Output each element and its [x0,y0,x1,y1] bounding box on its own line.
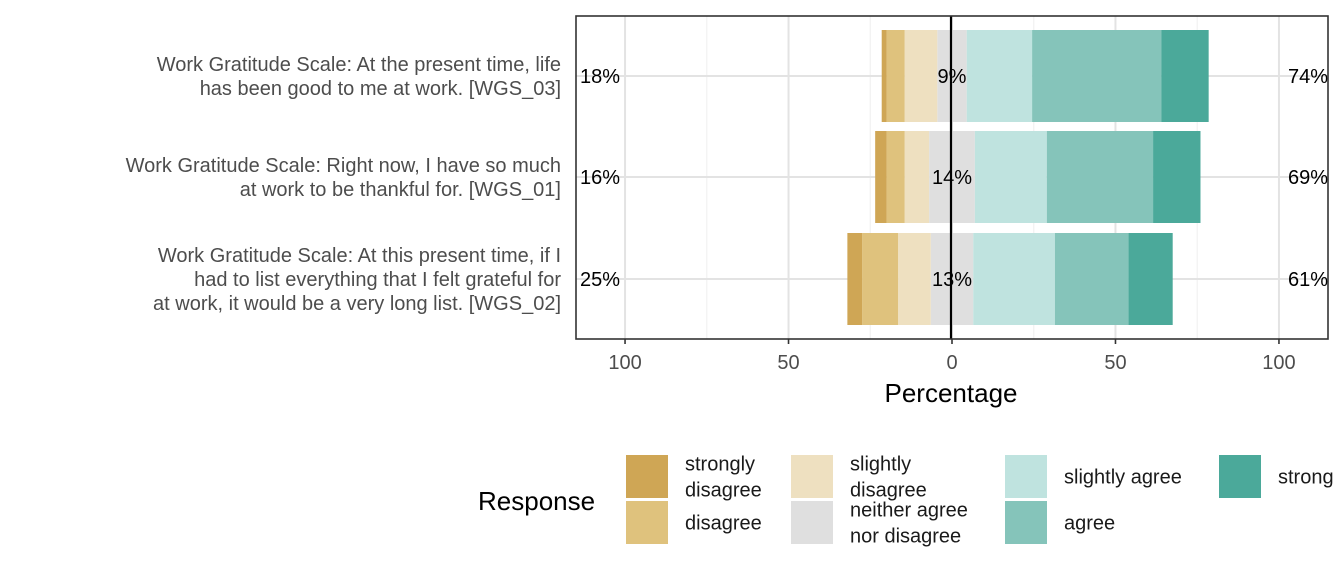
x-axis-title: Percentage [885,378,1018,408]
bar-segment [1153,131,1201,223]
legend-label: disagree [850,480,927,502]
bar-segment [862,233,899,325]
bar-segment [886,30,905,122]
bar-segment [952,30,967,122]
item-label-line: Work Gratitude Scale: At this present ti… [158,245,561,267]
item-label-line: Work Gratitude Scale: Right now, I have … [126,155,561,177]
x-tick-label: 50 [777,352,799,374]
bar-segment [952,131,975,223]
legend-key [791,501,833,544]
item-label-line: Work Gratitude Scale: At the present tim… [157,54,561,76]
left-percent-label: 18% [580,66,620,88]
legend-label: slightly [850,454,911,476]
bar-segment [1032,30,1162,122]
item-label-line: at work to be thankful for. [WGS_01] [240,179,561,201]
right-percent-label: 74% [1288,66,1328,88]
bar-segment [952,233,974,325]
x-tick-label: 100 [1262,352,1295,374]
bar-segment [966,30,1033,122]
neutral-percent-label: 14% [932,167,972,189]
left-percent-label: 25% [580,269,620,291]
x-tick-label: 100 [608,352,641,374]
legend-label: disagree [685,480,762,502]
bar-segment [904,30,938,122]
legend-label: disagree [685,513,762,535]
legend-label: neither agree [850,500,968,522]
bar-segment [881,30,887,122]
legend-key [791,455,833,498]
neutral-percent-label: 13% [932,269,972,291]
legend-label: strong [1278,467,1334,489]
bar-segment [898,233,931,325]
right-percent-label: 61% [1288,269,1328,291]
bar-segment [904,131,930,223]
right-percent-label: 69% [1288,167,1328,189]
legend-title: Response [478,486,595,516]
bar-segment [1161,30,1209,122]
bar-segment [1054,233,1129,325]
left-percent-label: 16% [580,167,620,189]
x-axis-ticks: 100 50 0 50 100 [608,339,1296,374]
legend-label: agree [1064,513,1115,535]
legend-label: slightly agree [1064,467,1182,489]
legend: strongly disagree disagree slightly disagree… [626,454,1334,548]
bar-segment [1046,131,1154,223]
legend-key [626,455,668,498]
bar-segment [875,131,887,223]
bar-segment [974,131,1047,223]
bar-segment [1128,233,1173,325]
percentage-labels: 18% 9% 74% 16% 14% 69% 25% 13% 61% [580,66,1328,291]
item-labels: Work Gratitude Scale: At the present tim… [126,54,562,315]
legend-label: strongly [685,454,755,476]
bar-segment [973,233,1055,325]
bar-segment [930,233,952,325]
legend-key [626,501,668,544]
item-label-line: has been good to me at work. [WGS_03] [200,78,561,100]
legend-key [1005,501,1047,544]
bar-segment [886,131,905,223]
bar-segments [847,30,1209,325]
legend-key [1219,455,1261,498]
bar-segment [847,233,863,325]
legend-label: nor disagree [850,526,961,548]
neutral-percent-label: 9% [938,66,967,88]
x-tick-label: 0 [946,352,957,374]
legend-key [1005,455,1047,498]
item-label-line: at work, it would be a very long list. [… [153,293,561,315]
bar-segment [929,131,952,223]
item-label-line: had to list everything that I felt grate… [194,269,561,291]
bar-segment [937,30,952,122]
x-tick-label: 50 [1104,352,1126,374]
